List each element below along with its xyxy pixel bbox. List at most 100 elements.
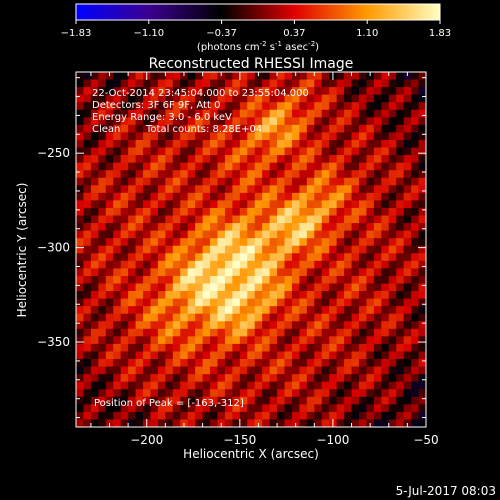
x-tick-label: −50 bbox=[413, 433, 438, 447]
heatmap-cell bbox=[351, 245, 360, 254]
heatmap-cell bbox=[366, 72, 375, 81]
heatmap-cell bbox=[90, 132, 99, 141]
heatmap-cell bbox=[83, 268, 92, 277]
heatmap-cell bbox=[157, 177, 166, 186]
heatmap-cell bbox=[165, 192, 174, 202]
heatmap-cell bbox=[254, 351, 263, 360]
heatmap-cell bbox=[195, 381, 204, 390]
heatmap-cell bbox=[344, 291, 353, 300]
heatmap-cell bbox=[403, 313, 412, 322]
heatmap-cell bbox=[172, 230, 181, 239]
heatmap-cell bbox=[336, 283, 345, 292]
heatmap-cell bbox=[366, 132, 375, 141]
heatmap-cell bbox=[217, 185, 226, 194]
heatmap-cell bbox=[187, 87, 196, 96]
heatmap-cell bbox=[277, 230, 286, 239]
heatmap-cell bbox=[224, 313, 233, 322]
heatmap-cell bbox=[291, 102, 301, 111]
heatmap-cell bbox=[344, 117, 353, 126]
heatmap-cell bbox=[247, 260, 256, 269]
heatmap-cell bbox=[418, 253, 426, 262]
heatmap-cell bbox=[344, 139, 353, 149]
heatmap-cell bbox=[135, 389, 144, 398]
heatmap-cell bbox=[358, 147, 368, 156]
heatmap-cell bbox=[187, 139, 196, 149]
heatmap-cell bbox=[247, 185, 256, 194]
heatmap-cell bbox=[217, 124, 226, 134]
image-annotations: 22-Oct-2014 23:45:04.000 to 23:55:04.000… bbox=[92, 88, 309, 409]
heatmap-cell bbox=[254, 313, 263, 322]
heatmap-cell bbox=[232, 139, 241, 149]
heatmap-cell bbox=[157, 117, 166, 126]
heatmap-cell bbox=[254, 87, 263, 96]
x-axis-label: Heliocentric X (arcsec) bbox=[183, 447, 319, 461]
heatmap-cell bbox=[165, 381, 174, 390]
heatmap-cell bbox=[83, 291, 92, 300]
heatmap-cell bbox=[269, 389, 278, 398]
heatmap-cell bbox=[329, 223, 338, 232]
heatmap-cell bbox=[306, 185, 315, 194]
y-tick-label: −250 bbox=[37, 146, 70, 160]
heatmap-cell bbox=[358, 230, 368, 239]
heatmap-cell bbox=[247, 139, 256, 149]
heatmap-cell bbox=[396, 238, 405, 247]
heatmap-cell bbox=[105, 404, 114, 413]
heatmap-cell bbox=[321, 162, 330, 171]
heatmap-cell bbox=[195, 79, 204, 88]
heatmap-cell bbox=[143, 215, 152, 224]
heatmap-cell bbox=[202, 411, 211, 421]
heatmap-cell bbox=[76, 139, 85, 149]
heatmap-cell bbox=[150, 260, 159, 269]
heatmap-cell bbox=[373, 381, 382, 390]
chart-title: Reconstructed RHESSI Image bbox=[149, 56, 354, 72]
heatmap-cell bbox=[120, 124, 129, 134]
heatmap-cell bbox=[269, 185, 278, 194]
heatmap-cell bbox=[336, 336, 345, 345]
heatmap-cell bbox=[195, 298, 204, 307]
heatmap-cell bbox=[113, 109, 122, 118]
heatmap-cell bbox=[321, 419, 330, 427]
heatmap-cell bbox=[321, 102, 330, 111]
heatmap-cell bbox=[135, 155, 144, 164]
heatmap-cell bbox=[284, 200, 293, 209]
heatmap-cell bbox=[195, 177, 204, 186]
heatmap-cell bbox=[314, 275, 323, 285]
heatmap-cell bbox=[143, 139, 152, 149]
heatmap-cell bbox=[202, 404, 211, 413]
heatmap-cell bbox=[172, 275, 181, 285]
heatmap-cell bbox=[329, 374, 338, 383]
heatmap-cell bbox=[157, 132, 166, 141]
heatmap-cell bbox=[299, 132, 308, 141]
heatmap-cell bbox=[284, 328, 293, 337]
heatmap-cell bbox=[135, 124, 144, 134]
heatmap-cell bbox=[105, 396, 114, 405]
heatmap-cell bbox=[128, 94, 137, 103]
heatmap-cell bbox=[262, 230, 271, 239]
heatmap-cell bbox=[157, 124, 166, 134]
heatmap-cell bbox=[299, 298, 308, 307]
heatmap-cell bbox=[277, 419, 286, 427]
heatmap-cell bbox=[172, 381, 181, 390]
heatmap-cell bbox=[187, 381, 196, 390]
heatmap-cell bbox=[366, 162, 375, 171]
heatmap-cell bbox=[83, 207, 92, 217]
heatmap-cell bbox=[381, 185, 390, 194]
heatmap-cell bbox=[135, 321, 144, 330]
heatmap-cell bbox=[180, 94, 189, 103]
heatmap-cell bbox=[373, 87, 382, 96]
heatmap-cell bbox=[388, 215, 397, 224]
heatmap-cell bbox=[269, 238, 278, 247]
heatmap-cell bbox=[262, 343, 271, 353]
heatmap-cell bbox=[210, 147, 219, 156]
heatmap-cell bbox=[388, 336, 397, 345]
heatmap-cell bbox=[314, 177, 323, 186]
heatmap-cell bbox=[224, 192, 233, 202]
heatmap-cell bbox=[165, 238, 174, 247]
heatmap-cell bbox=[239, 94, 248, 103]
heatmap-cell bbox=[336, 366, 345, 375]
colorbar-units: (photons cm-2 s-1 asec-2) bbox=[197, 40, 319, 53]
heatmap-cell bbox=[157, 336, 166, 345]
heatmap-cell bbox=[284, 238, 293, 247]
heatmap-cell bbox=[388, 238, 397, 247]
